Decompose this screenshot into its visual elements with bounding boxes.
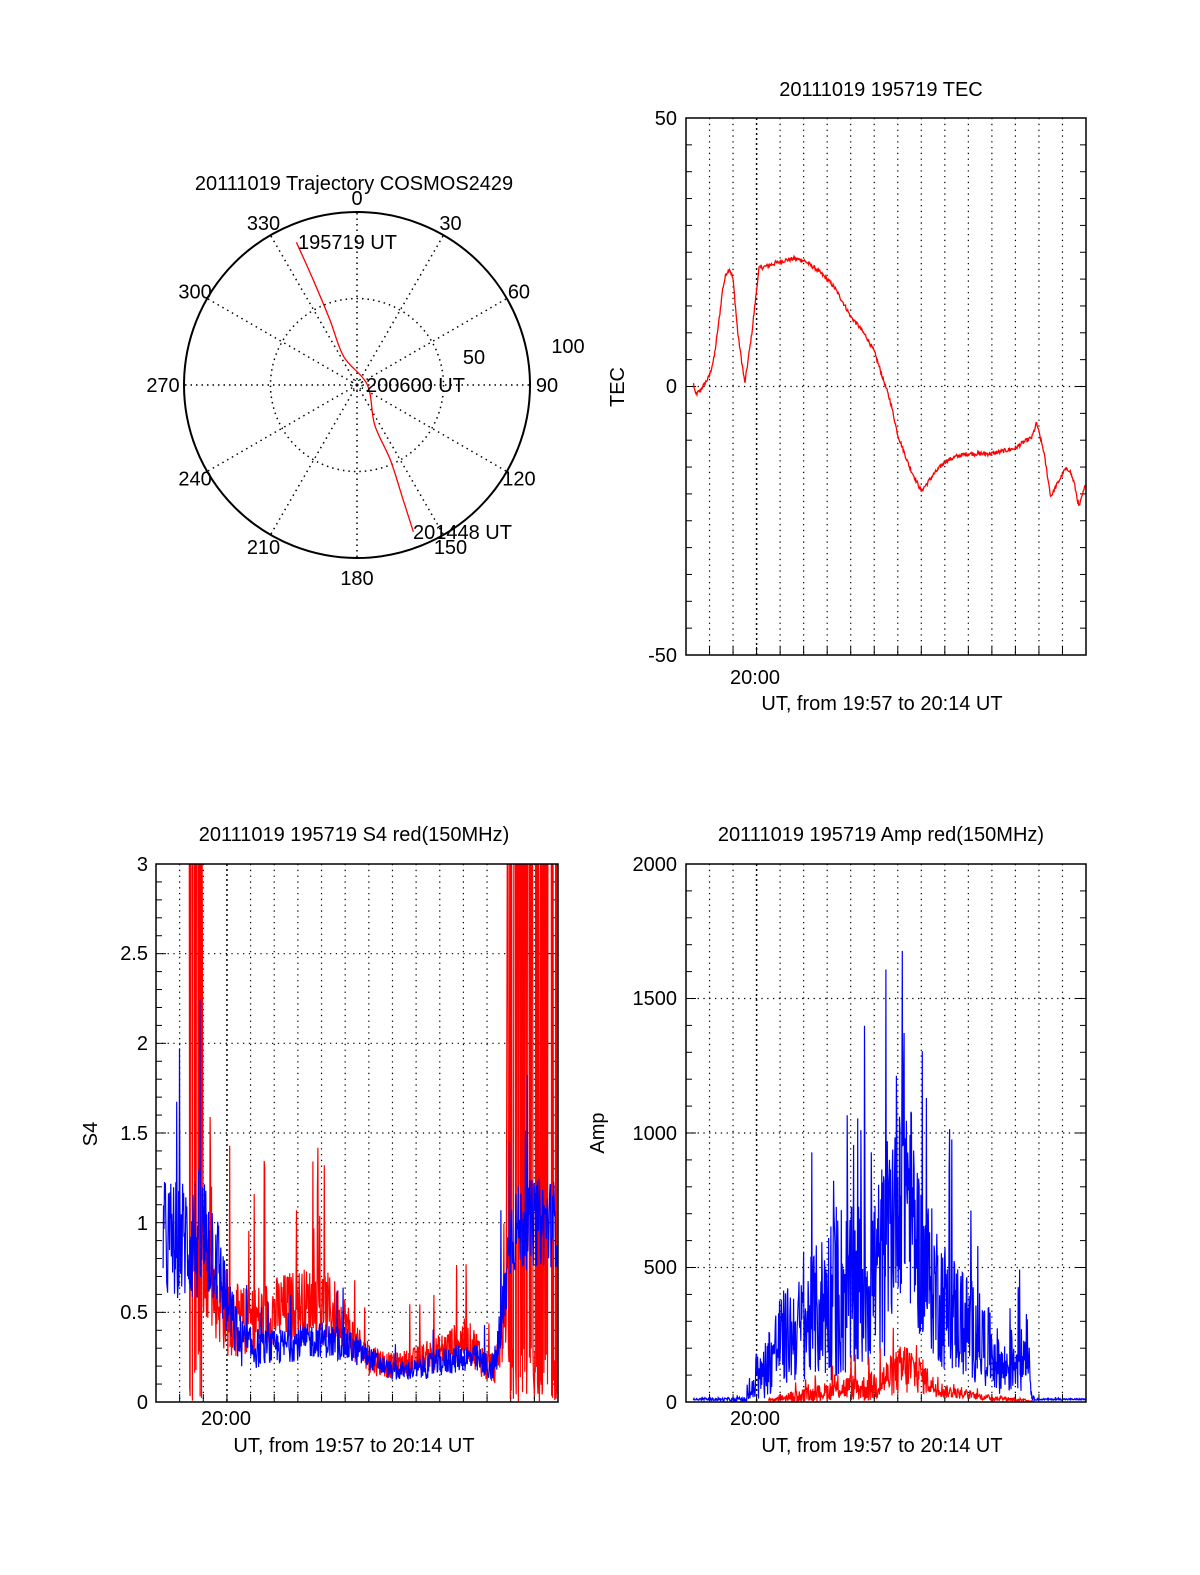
- amp-ytick-500: 500: [644, 1257, 677, 1279]
- tec-xlabel: UT, from 19:57 to 20:14 UT: [761, 693, 1002, 715]
- polar-trajectory-line: [295, 242, 414, 533]
- polar-azimuth-label: 0: [351, 188, 362, 210]
- tec-ytick-0: 0: [666, 376, 677, 398]
- s4-ytick-1: 1: [137, 1213, 148, 1235]
- polar-spoke-210: [269, 384, 358, 536]
- amp-xlabel: UT, from 19:57 to 20:14 UT: [761, 1435, 1002, 1457]
- polar-spoke-60: [356, 297, 508, 386]
- polar-title: 20111019 Trajectory COSMOS2429: [195, 173, 513, 195]
- polar-azimuth-label: 150: [434, 537, 467, 559]
- polar-radial-label-100: 100: [551, 336, 584, 358]
- amp-blue-series: [692, 950, 1086, 1402]
- amp-xtick-2000: 20:00: [730, 1408, 780, 1430]
- s4-title: 20111019 195719 S4 red(150MHz): [199, 824, 510, 846]
- tec-chart: 20111019 195719 TEC 50 0 -50 TEC 20:00 U…: [607, 79, 1087, 715]
- amp-ytick-0: 0: [666, 1392, 677, 1414]
- amp-plot-frame: [685, 863, 1087, 1403]
- s4-xtick-2000: 20:00: [201, 1408, 251, 1430]
- polar-azimuth-label: 180: [340, 568, 373, 590]
- polar-outer-circle: [183, 211, 531, 559]
- polar-ring-50: [269, 297, 445, 473]
- polar-azimuth-labels: 0 30 60 90 120 150 180 210 240 270 300 330: [146, 188, 558, 590]
- s4-ytick-0: 0: [137, 1392, 148, 1414]
- amp-axis-ticks: [686, 890, 1086, 1402]
- s4-chart: 20111019 195719 S4 red(150MHz) 0 0.5 1 1…: [80, 824, 559, 1457]
- polar-azimuth-label: 120: [502, 469, 535, 491]
- amp-ytick-1500: 1500: [633, 988, 678, 1010]
- polar-azimuth-label: 60: [508, 282, 530, 304]
- polar-spoke-120: [356, 384, 508, 473]
- tec-ytick-50: 50: [655, 108, 677, 130]
- s4-ytick-0.5: 0.5: [120, 1302, 148, 1324]
- s4-ytick-3: 3: [137, 854, 148, 876]
- tec-axis-ticks: [686, 144, 1086, 655]
- polar-azimuth-label: 240: [178, 469, 211, 491]
- amp-ytick-1000: 1000: [633, 1123, 678, 1145]
- polar-azimuth-label: 330: [247, 213, 280, 235]
- s4-ytick-2.5: 2.5: [120, 943, 148, 965]
- polar-grid: [184, 212, 530, 558]
- s4-xlabel: UT, from 19:57 to 20:14 UT: [233, 1435, 474, 1457]
- tec-plot-frame: [685, 117, 1087, 656]
- s4-blue-series: [162, 1000, 558, 1381]
- s4-plot-frame: [155, 863, 559, 1403]
- polar-azimuth-label: 270: [146, 375, 179, 397]
- tec-title: 20111019 195719 TEC: [779, 79, 983, 101]
- trajectory-end-label: 201448 UT: [413, 522, 512, 544]
- amp-chart: 20111019 195719 Amp red(150MHz) 0 500 10…: [587, 824, 1087, 1457]
- polar-azimuth-label: 90: [536, 375, 558, 397]
- polar-azimuth-label: 210: [247, 537, 280, 559]
- polar-radial-label-50: 50: [463, 347, 485, 369]
- tec-ylabel: TEC: [607, 367, 629, 407]
- polar-spoke-330: [269, 234, 358, 386]
- polar-spoke-300: [206, 297, 358, 386]
- s4-blue-line: [162, 1000, 558, 1381]
- polar-center-ring: [351, 379, 363, 391]
- amp-red-line: [767, 1327, 1035, 1402]
- s4-ytick-1.5: 1.5: [120, 1123, 148, 1145]
- s4-ylabel: S4: [80, 1122, 102, 1146]
- polar-azimuth-label: 30: [439, 213, 461, 235]
- s4-ytick-2: 2: [137, 1033, 148, 1055]
- amp-title: 20111019 195719 Amp red(150MHz): [718, 824, 1044, 846]
- tec-series-line: [692, 254, 1086, 507]
- amp-red-series: [767, 1327, 1035, 1402]
- trajectory-mid-label: 200600 UT: [366, 375, 465, 397]
- amp-ylabel: Amp: [587, 1112, 609, 1153]
- tec-ytick-neg50: -50: [648, 645, 677, 667]
- tec-grid: [686, 118, 1086, 655]
- amp-ytick-2000: 2000: [633, 854, 678, 876]
- trajectory-start-label: 195719 UT: [298, 232, 397, 254]
- polar-spoke-240: [206, 384, 358, 473]
- polar-spoke-30: [356, 234, 445, 386]
- polar-azimuth-label: 300: [178, 282, 211, 304]
- polar-trajectory-chart: 20111019 Trajectory COSMOS2429 0 30 60 90 12…: [146, 173, 584, 590]
- tec-xtick-2000: 20:00: [730, 667, 780, 689]
- amp-blue-line: [692, 950, 1086, 1402]
